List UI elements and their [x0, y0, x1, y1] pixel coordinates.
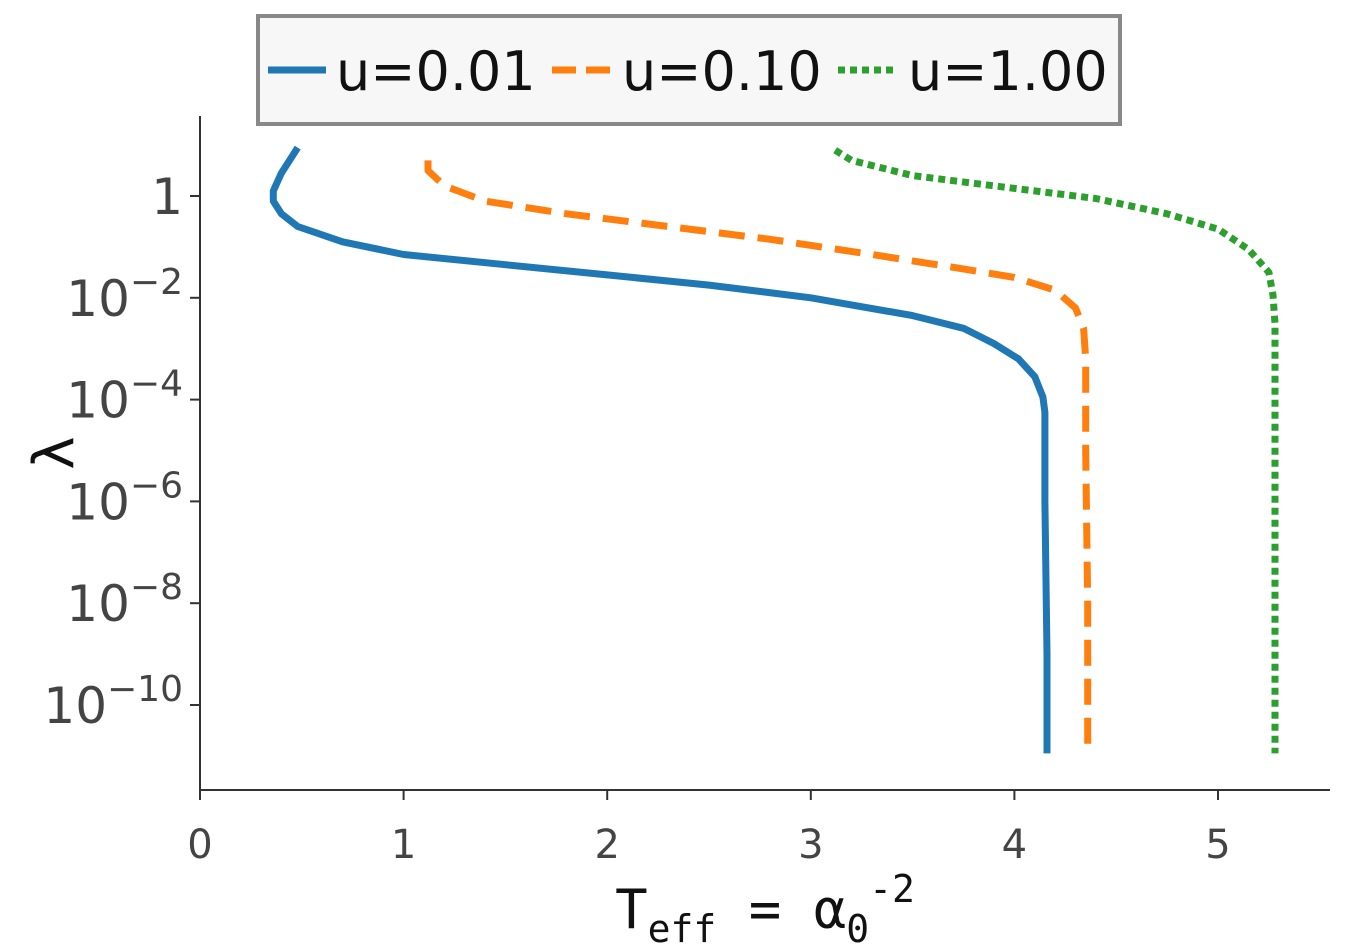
legend-box	[256, 14, 1122, 126]
series-line-0	[269, 145, 1051, 754]
axes	[199, 116, 1330, 791]
x-ticks: 0 1 2 3 4 5	[187, 790, 1231, 868]
y-tick-label: 10−6	[66, 465, 183, 531]
y-tick-label: 10−4	[66, 364, 183, 430]
series-layer	[269, 145, 1279, 754]
x-tick-label: 2	[594, 822, 619, 868]
y-tick-label: 1	[151, 168, 183, 226]
series-line-1	[424, 160, 1092, 754]
legend: u=0.01 u=0.10 u=1.00	[256, 14, 1122, 126]
x-axis-label-base: T	[615, 878, 648, 941]
y-tick-label: 10−2	[66, 262, 183, 328]
x-axis-label-sub2: 0	[846, 907, 869, 949]
x-axis-label-sup: -2	[869, 867, 915, 911]
legend-label-u001: u=0.01	[336, 40, 536, 103]
legend-label-u010: u=0.10	[622, 40, 822, 103]
x-tick-label: 4	[1002, 822, 1027, 868]
y-ticks: 1 10−2 10−4 10−6 10−8 10−10	[43, 168, 200, 735]
x-axis-label-mid: = α	[716, 878, 846, 941]
x-axis-label: Teff = α0-2	[615, 867, 915, 949]
x-tick-label: 5	[1205, 822, 1230, 868]
y-tick-label: 10−8	[66, 567, 183, 633]
x-tick-label: 3	[798, 822, 823, 868]
series-line-2	[833, 147, 1279, 754]
y-tick-label: 10−10	[43, 669, 183, 735]
y-axis-label: λ	[22, 436, 87, 469]
x-tick-label: 1	[391, 822, 416, 868]
legend-label-u100: u=1.00	[908, 40, 1108, 103]
x-tick-label: 0	[187, 822, 212, 868]
x-axis-label-sub: eff	[648, 907, 717, 949]
